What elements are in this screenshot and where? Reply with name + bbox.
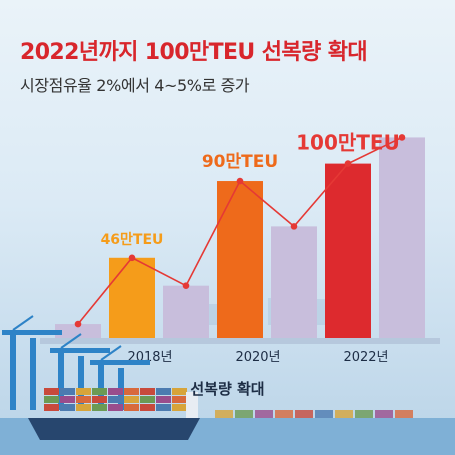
value-label-2020: 90만TEU: [202, 152, 278, 172]
x-tick-label: 2020년: [235, 350, 280, 365]
bar-2017: [55, 324, 101, 338]
bar-2023: [379, 137, 425, 338]
value-label-2018: 46만TEU: [101, 232, 164, 248]
bar-2021: [271, 226, 317, 338]
trend-point-2019: [182, 282, 190, 289]
yard-container: [355, 410, 373, 418]
bar-2018년: [109, 257, 155, 338]
chart-caption: 선복량 확대: [190, 380, 265, 398]
yard-container: [295, 410, 313, 418]
bar-2022년: [325, 163, 371, 338]
trend-point-2022년: [344, 160, 352, 167]
yard-container: [395, 410, 413, 418]
trend-point-2023: [398, 134, 406, 141]
trend-point-2020년: [236, 177, 244, 185]
chart-subtitle: 시장점유율 2%에서 4~5%로 증가: [20, 76, 250, 95]
port-crane-icon: [50, 333, 110, 410]
yard-container: [235, 410, 253, 418]
yard-container: [215, 410, 233, 418]
port-crane-icon: [2, 315, 62, 410]
yard-container: [335, 410, 353, 418]
trend-point-2021: [290, 223, 298, 230]
yard-container: [375, 410, 393, 418]
value-label-2022: 100만TEU: [296, 131, 400, 155]
yard-container: [275, 410, 293, 418]
trend-point-2017: [74, 320, 82, 328]
bar-2019: [163, 285, 209, 338]
x-tick-label: 2022년: [343, 350, 388, 365]
container-ship-icon: [28, 388, 200, 440]
bar-2020년: [217, 181, 263, 338]
yard-container: [255, 410, 273, 418]
chart-baseline: [40, 338, 440, 344]
yard-container: [315, 410, 333, 418]
trend-point-2018년: [128, 254, 136, 262]
chart-title: 2022년까지 100만TEU 선복량 확대: [20, 40, 368, 65]
